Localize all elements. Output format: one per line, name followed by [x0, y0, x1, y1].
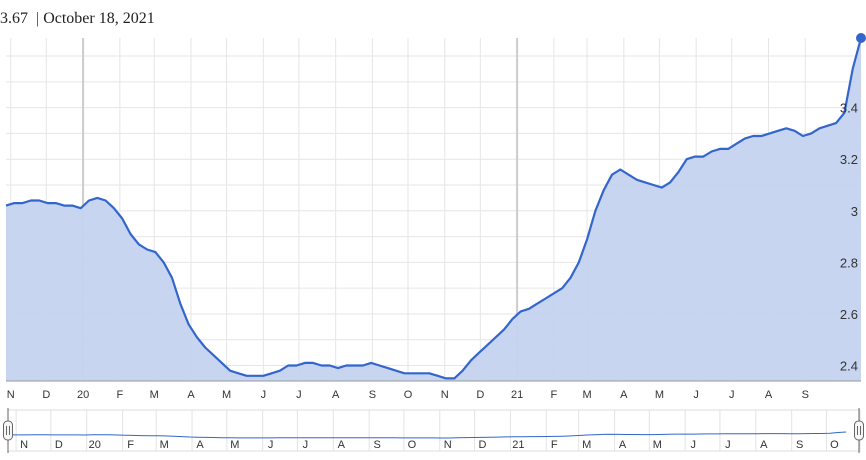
x-tick-label: N [441, 389, 449, 401]
x-tick-label: A [187, 389, 195, 401]
x-tick-label: M [582, 389, 591, 401]
y-tick-label: 2.4 [840, 359, 858, 374]
x-tick-label: J [261, 389, 267, 401]
y-tick-label: 3.4 [840, 101, 858, 116]
navigator-line [11, 431, 847, 439]
x-tick-label: J [296, 389, 302, 401]
x-tick-label: D [42, 389, 50, 401]
y-tick-label: 2.6 [840, 307, 858, 322]
y-tick-label: 3.2 [840, 152, 858, 167]
navigator-tick-label: 21 [512, 439, 524, 451]
x-tick-label: J [693, 389, 699, 401]
x-tick-label: J [729, 389, 735, 401]
x-tick-label: 20 [77, 389, 89, 401]
header-separator: | [36, 10, 40, 27]
navigator-tick-label: J [690, 439, 696, 451]
x-tick-label: O [404, 389, 413, 401]
chart-header: 3.67 | October 18, 2021 [0, 10, 155, 30]
navigator-handle-right[interactable] [854, 420, 864, 441]
navigator-tick-label: F [551, 439, 558, 451]
last-point-marker[interactable] [856, 33, 866, 43]
navigator-tick-label: J [725, 439, 731, 451]
series-line[interactable] [5, 37, 863, 380]
navigator-tick-label: D [479, 439, 487, 451]
y-tick-label: 3 [851, 204, 858, 219]
x-tick-label: 21 [511, 389, 523, 401]
x-tick-label: F [116, 389, 123, 401]
y-tick-label: 2.8 [840, 255, 858, 270]
x-tick-label: M [150, 389, 159, 401]
navigator-tick-label: D [55, 439, 63, 451]
navigator-tick-label: M [582, 439, 591, 451]
x-tick-label: S [802, 389, 809, 401]
x-tick-label: M [655, 389, 664, 401]
x-tick-label: A [332, 389, 340, 401]
navigator-tick-label: M [653, 439, 662, 451]
navigator-handle-left[interactable] [3, 420, 13, 441]
navigator-tick-label: J [303, 439, 309, 451]
navigator-tick-label: S [374, 439, 381, 451]
series-area [6, 38, 861, 381]
x-tick-label: F [550, 389, 557, 401]
navigator-tick-label: A [338, 439, 346, 451]
current-date: October 18, 2021 [43, 10, 155, 27]
navigator-tick-label: S [796, 439, 803, 451]
x-tick-label: S [369, 389, 376, 401]
x-tick-label: N [7, 389, 15, 401]
current-value: 3.67 [0, 10, 28, 27]
navigator-tick-label: N [444, 439, 452, 451]
x-tick-label: M [222, 389, 231, 401]
navigator-tick-label: A [196, 439, 204, 451]
x-tick-label: A [620, 389, 628, 401]
navigator-tick-label: J [268, 439, 274, 451]
navigator-tick-label: A [760, 439, 768, 451]
x-tick-label: D [476, 389, 484, 401]
navigator-tick-label: 20 [89, 439, 101, 451]
navigator-tick-label: F [127, 439, 134, 451]
navigator-tick-label: A [619, 439, 627, 451]
x-tick-label: A [765, 389, 773, 401]
navigator-tick-label: M [160, 439, 169, 451]
navigator-tick-label: O [408, 439, 417, 451]
navigator-tick-label: N [20, 439, 28, 451]
navigator-tick-label: O [830, 439, 839, 451]
navigator-frame [7, 409, 861, 452]
navigator-tick-label: M [230, 439, 239, 451]
